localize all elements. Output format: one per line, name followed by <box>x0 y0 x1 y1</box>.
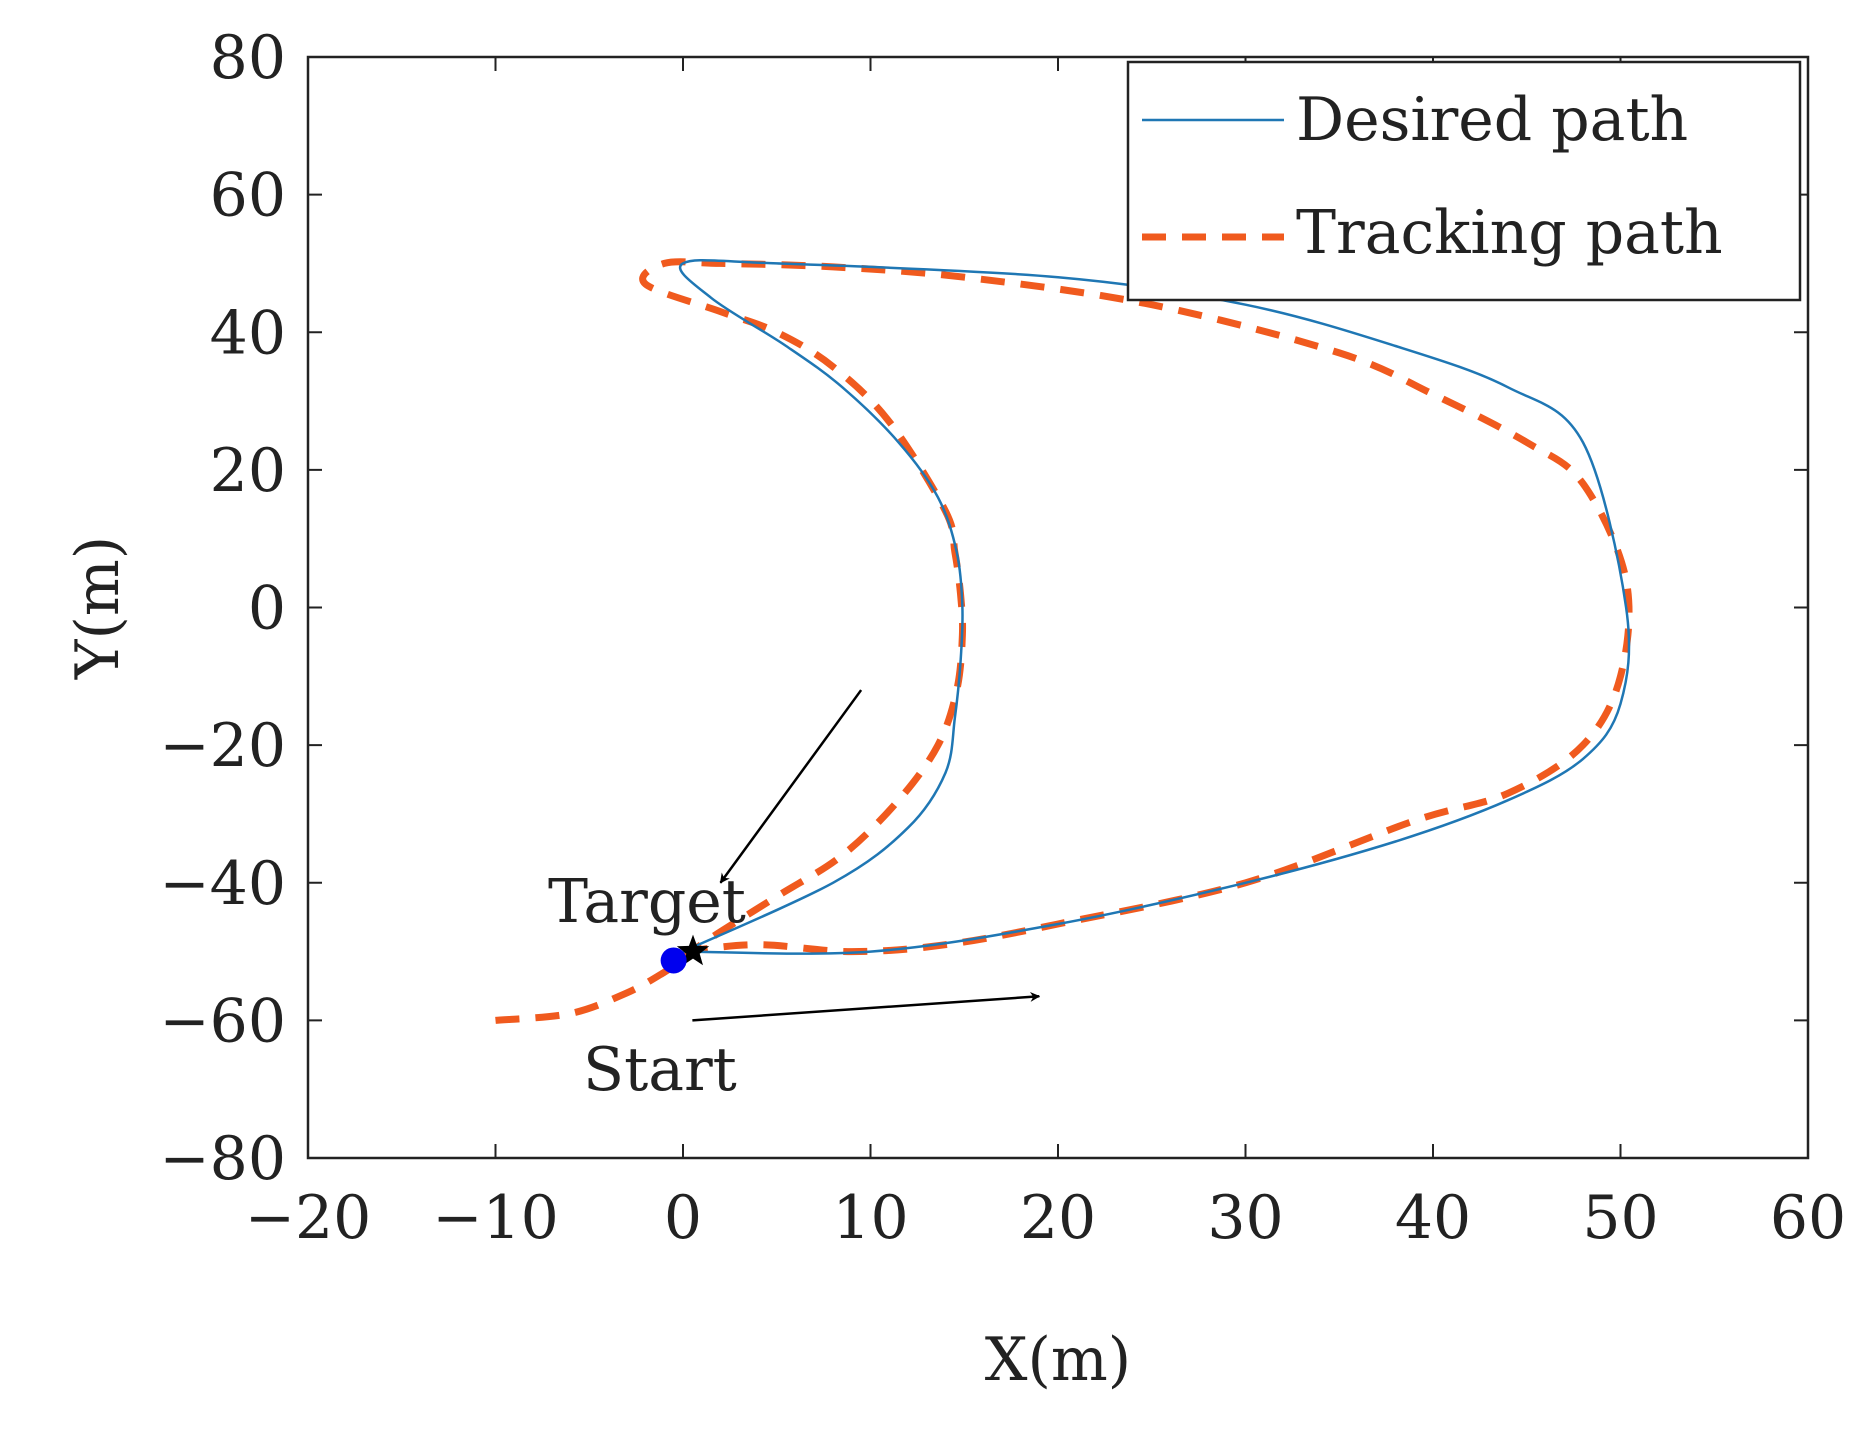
x-tick-label: −20 <box>245 1183 372 1253</box>
target-star-marker <box>676 934 710 966</box>
start-arrow <box>692 991 1041 1022</box>
target-arrow <box>719 689 863 884</box>
y-tick-label: −80 <box>159 1124 286 1194</box>
start-dot-marker <box>660 947 687 974</box>
legend: Desired path Tracking path <box>1126 60 1802 302</box>
series-layer <box>495 258 1633 1024</box>
annotation-layer: Target Start <box>548 689 1041 1105</box>
y-tick-label: −20 <box>159 711 286 781</box>
axis-ticks: −20 −10 0 10 20 30 40 50 60 −80 −60 −40 −20 0 20 40 60 80 <box>159 23 1846 1253</box>
x-tick-label: 40 <box>1395 1183 1471 1253</box>
desired-path-line <box>679 259 1631 955</box>
y-tick-label: 40 <box>210 298 286 368</box>
x-tick-label: 20 <box>1020 1183 1096 1253</box>
x-axis-label: X(m) <box>985 1325 1131 1395</box>
x-tick-label: −10 <box>432 1183 559 1253</box>
start-label: Start <box>583 1035 737 1105</box>
x-tick-label: 10 <box>832 1183 908 1253</box>
legend-label-tracking: Tracking path <box>1296 198 1723 268</box>
x-tick-label: 60 <box>1770 1183 1846 1253</box>
legend-box <box>1126 60 1802 302</box>
legend-label-desired: Desired path <box>1296 85 1688 155</box>
target-label: Target <box>548 867 746 937</box>
x-tick-label: 30 <box>1207 1183 1283 1253</box>
y-tick-label: 0 <box>248 574 286 644</box>
y-tick-label: −60 <box>159 986 286 1056</box>
x-tick-label: 50 <box>1582 1183 1658 1253</box>
y-tick-label: 60 <box>210 161 286 231</box>
y-tick-label: 80 <box>210 23 286 93</box>
y-tick-label: −40 <box>159 849 286 919</box>
y-tick-label: 20 <box>210 436 286 506</box>
x-tick-label: 0 <box>664 1183 702 1253</box>
y-axis-label: Y(m) <box>63 536 133 680</box>
